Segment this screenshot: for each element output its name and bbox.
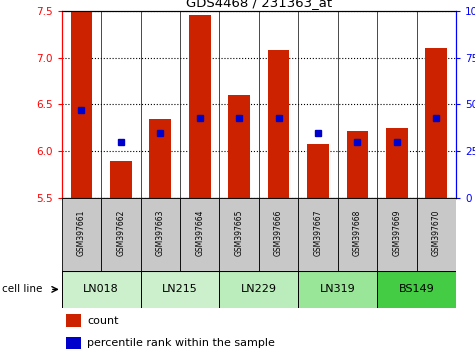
Bar bbox=[141, 271, 219, 308]
Bar bbox=[66, 314, 81, 327]
Bar bbox=[71, 11, 92, 198]
Bar bbox=[347, 131, 368, 198]
Text: GSM397669: GSM397669 bbox=[392, 210, 401, 256]
Text: GSM397661: GSM397661 bbox=[77, 210, 86, 256]
Bar bbox=[377, 271, 456, 308]
Bar bbox=[180, 198, 219, 271]
Bar bbox=[62, 198, 101, 271]
Text: percentile rank within the sample: percentile rank within the sample bbox=[87, 338, 275, 348]
Bar bbox=[101, 198, 141, 271]
Bar bbox=[298, 271, 377, 308]
Bar bbox=[386, 128, 408, 198]
Text: GSM397662: GSM397662 bbox=[116, 210, 125, 256]
Text: LN018: LN018 bbox=[83, 284, 119, 295]
Bar bbox=[417, 198, 456, 271]
Bar bbox=[141, 198, 180, 271]
Text: GSM397668: GSM397668 bbox=[353, 210, 362, 256]
Text: count: count bbox=[87, 316, 119, 326]
Bar bbox=[268, 50, 289, 198]
Text: LN215: LN215 bbox=[162, 284, 198, 295]
Bar bbox=[189, 15, 210, 198]
Text: LN319: LN319 bbox=[320, 284, 356, 295]
Text: GSM397670: GSM397670 bbox=[432, 210, 441, 256]
Text: GSM397667: GSM397667 bbox=[314, 210, 323, 256]
Bar bbox=[110, 161, 132, 198]
Bar bbox=[228, 95, 250, 198]
Text: GSM397665: GSM397665 bbox=[235, 210, 244, 256]
Bar bbox=[298, 198, 338, 271]
Bar bbox=[150, 119, 171, 198]
Text: cell line: cell line bbox=[2, 284, 43, 293]
Bar bbox=[426, 48, 447, 198]
Bar bbox=[62, 271, 141, 308]
Title: GDS4468 / 231363_at: GDS4468 / 231363_at bbox=[186, 0, 332, 10]
Text: GSM397664: GSM397664 bbox=[195, 210, 204, 256]
Bar bbox=[219, 271, 298, 308]
Bar bbox=[219, 198, 259, 271]
Text: GSM397666: GSM397666 bbox=[274, 210, 283, 256]
Bar bbox=[338, 198, 377, 271]
Bar bbox=[66, 337, 81, 349]
Text: LN229: LN229 bbox=[241, 284, 277, 295]
Text: GSM397663: GSM397663 bbox=[156, 210, 165, 256]
Bar bbox=[307, 144, 329, 198]
Bar bbox=[259, 198, 298, 271]
Text: BS149: BS149 bbox=[399, 284, 435, 295]
Bar bbox=[377, 198, 417, 271]
